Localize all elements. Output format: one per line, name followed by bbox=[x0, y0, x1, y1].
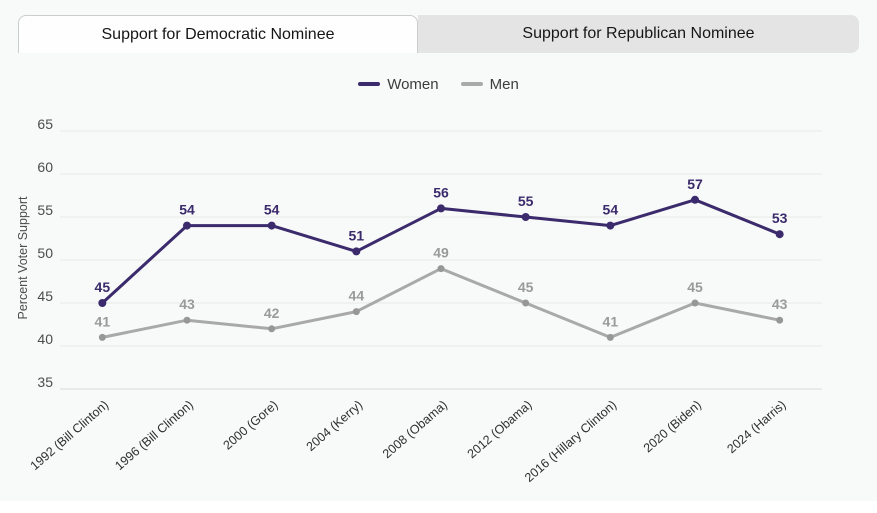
y-tick-label: 50 bbox=[37, 245, 53, 261]
men-point bbox=[691, 299, 699, 307]
men-point bbox=[522, 299, 530, 307]
y-tick-label: 40 bbox=[37, 331, 53, 347]
men-line-swatch-icon bbox=[460, 82, 483, 86]
women-data-label: 55 bbox=[518, 193, 534, 209]
women-data-label: 56 bbox=[433, 184, 449, 200]
women-point bbox=[775, 230, 784, 239]
men-point bbox=[268, 325, 276, 333]
women-data-label: 54 bbox=[264, 202, 280, 218]
women-data-label: 53 bbox=[772, 210, 788, 226]
y-axis-title: Percent Voter Support bbox=[16, 196, 30, 320]
men-data-label: 43 bbox=[179, 296, 195, 312]
men-data-label: 41 bbox=[603, 313, 619, 329]
x-tick-label: 2000 (Gore) bbox=[221, 398, 281, 453]
y-tick-label: 60 bbox=[37, 159, 53, 175]
men-data-label: 44 bbox=[349, 288, 365, 304]
men-point bbox=[606, 333, 614, 341]
men-data-label: 45 bbox=[518, 279, 534, 295]
nominee-tabbar: Support for Democratic Nominee Support f… bbox=[18, 15, 859, 53]
legend-item-women: Women bbox=[358, 75, 439, 93]
x-tick-label: 1996 (Bill Clinton) bbox=[112, 398, 196, 473]
men-point bbox=[98, 333, 106, 341]
legend-label-women: Women bbox=[387, 75, 439, 93]
women-data-label: 45 bbox=[95, 279, 111, 295]
men-data-label: 49 bbox=[433, 245, 449, 261]
women-point bbox=[352, 247, 361, 256]
x-tick-label: 2012 (Obama) bbox=[465, 398, 535, 461]
women-data-label: 54 bbox=[179, 202, 195, 218]
chart-surface bbox=[0, 0, 877, 501]
men-point bbox=[183, 316, 191, 324]
y-tick-label: 55 bbox=[37, 202, 53, 218]
women-point bbox=[98, 299, 107, 307]
women-point bbox=[606, 221, 615, 230]
y-tick-label: 65 bbox=[37, 116, 53, 132]
women-data-label: 51 bbox=[349, 227, 365, 243]
men-data-label: 43 bbox=[772, 296, 788, 312]
men-point bbox=[776, 316, 784, 324]
x-tick-label: 1992 (Bill Clinton) bbox=[28, 398, 112, 473]
x-tick-label: 2008 (Obama) bbox=[380, 398, 450, 461]
women-data-label: 57 bbox=[687, 176, 703, 192]
women-point bbox=[437, 204, 445, 213]
men-data-label: 42 bbox=[264, 305, 280, 321]
men-point bbox=[437, 265, 445, 273]
x-tick-label: 2016 (Hillary Clinton) bbox=[522, 398, 619, 485]
x-tick-label: 2020 (Biden) bbox=[641, 398, 704, 456]
women-point bbox=[521, 213, 530, 221]
women-point bbox=[183, 221, 191, 230]
tab-democratic-nominee[interactable]: Support for Democratic Nominee bbox=[18, 15, 418, 53]
tab-republican-nominee[interactable]: Support for Republican Nominee bbox=[418, 15, 859, 53]
x-tick-label: 2004 (Kerry) bbox=[304, 398, 366, 454]
legend-item-men: Men bbox=[460, 75, 519, 93]
chart-legend: Women Men bbox=[0, 75, 877, 93]
men-data-label: 45 bbox=[687, 279, 703, 295]
women-data-label: 54 bbox=[603, 202, 619, 218]
women-line-swatch-icon bbox=[358, 82, 381, 86]
men-point bbox=[352, 308, 360, 316]
y-tick-label: 35 bbox=[37, 374, 53, 390]
women-point bbox=[267, 221, 276, 230]
x-tick-label: 2024 (Harris) bbox=[724, 398, 788, 456]
legend-label-men: Men bbox=[489, 75, 519, 93]
y-tick-label: 45 bbox=[37, 288, 53, 304]
women-point bbox=[691, 195, 699, 204]
men-data-label: 41 bbox=[95, 313, 111, 329]
